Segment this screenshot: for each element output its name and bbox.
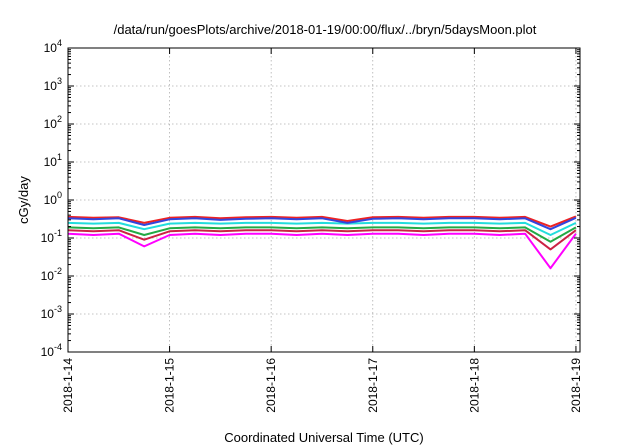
- grid: [68, 48, 580, 352]
- y-tick-label: 10-4: [41, 342, 62, 359]
- y-axis-label: cGy/day: [16, 176, 31, 224]
- y-tick-base: 10: [44, 193, 58, 207]
- y-tick-exponent: -3: [54, 304, 62, 314]
- y-tick-label: 104: [44, 38, 62, 55]
- y-tick-base: 10: [44, 117, 58, 131]
- y-tick-label: 101: [44, 152, 62, 169]
- series-line-2: [67, 229, 577, 251]
- x-tick-label: 2018-1-18: [467, 358, 481, 413]
- y-tick-exponent: -2: [54, 266, 62, 276]
- x-axis-label: Coordinated Universal Time (UTC): [224, 430, 423, 445]
- y-tick-base: 10: [44, 79, 58, 93]
- y-tick-label: 10-2: [41, 266, 62, 283]
- series-layer: [67, 215, 577, 270]
- y-tick-exponent: 3: [57, 76, 62, 86]
- y-tick-exponent: -4: [54, 342, 62, 352]
- series-line-6: [67, 216, 577, 231]
- y-tick-base: 10: [44, 41, 58, 55]
- y-tick-label: 100: [44, 190, 62, 207]
- series-line-3: [67, 226, 577, 243]
- x-tick-label: 2018-1-14: [61, 358, 75, 413]
- y-tick-exponent: 4: [57, 38, 62, 48]
- x-tick-label: 2018-1-15: [163, 358, 177, 413]
- x-tick-label: 2018-1-19: [569, 358, 583, 413]
- y-tick-exponent: -1: [54, 228, 62, 238]
- y-tick-base: 10: [41, 307, 55, 321]
- y-tick-label: 102: [44, 114, 62, 131]
- series-line-5: [67, 215, 577, 228]
- series-line-4: [67, 221, 577, 236]
- x-tick-label: 2018-1-16: [264, 358, 278, 413]
- y-tick-exponent: 1: [57, 152, 62, 162]
- y-tick-base: 10: [44, 155, 58, 169]
- y-tick-base: 10: [41, 231, 55, 245]
- y-tick-label: 10-1: [41, 228, 62, 245]
- y-tick-exponent: 2: [57, 114, 62, 124]
- series-line-1: [67, 232, 577, 270]
- y-tick-base: 10: [41, 269, 55, 283]
- x-axis: 2018-1-14 2018-1-15 2018-1-16 2018-1-17 2018…: [61, 48, 583, 413]
- y-tick-base: 10: [41, 345, 55, 359]
- y-tick-label: 10-3: [41, 304, 62, 321]
- chart-title: /data/run/goesPlots/archive/2018-01-19/0…: [114, 22, 537, 37]
- x-tick-label: 2018-1-17: [366, 358, 380, 413]
- y-tick-exponent: 0: [57, 190, 62, 200]
- y-tick-label: 103: [44, 76, 62, 93]
